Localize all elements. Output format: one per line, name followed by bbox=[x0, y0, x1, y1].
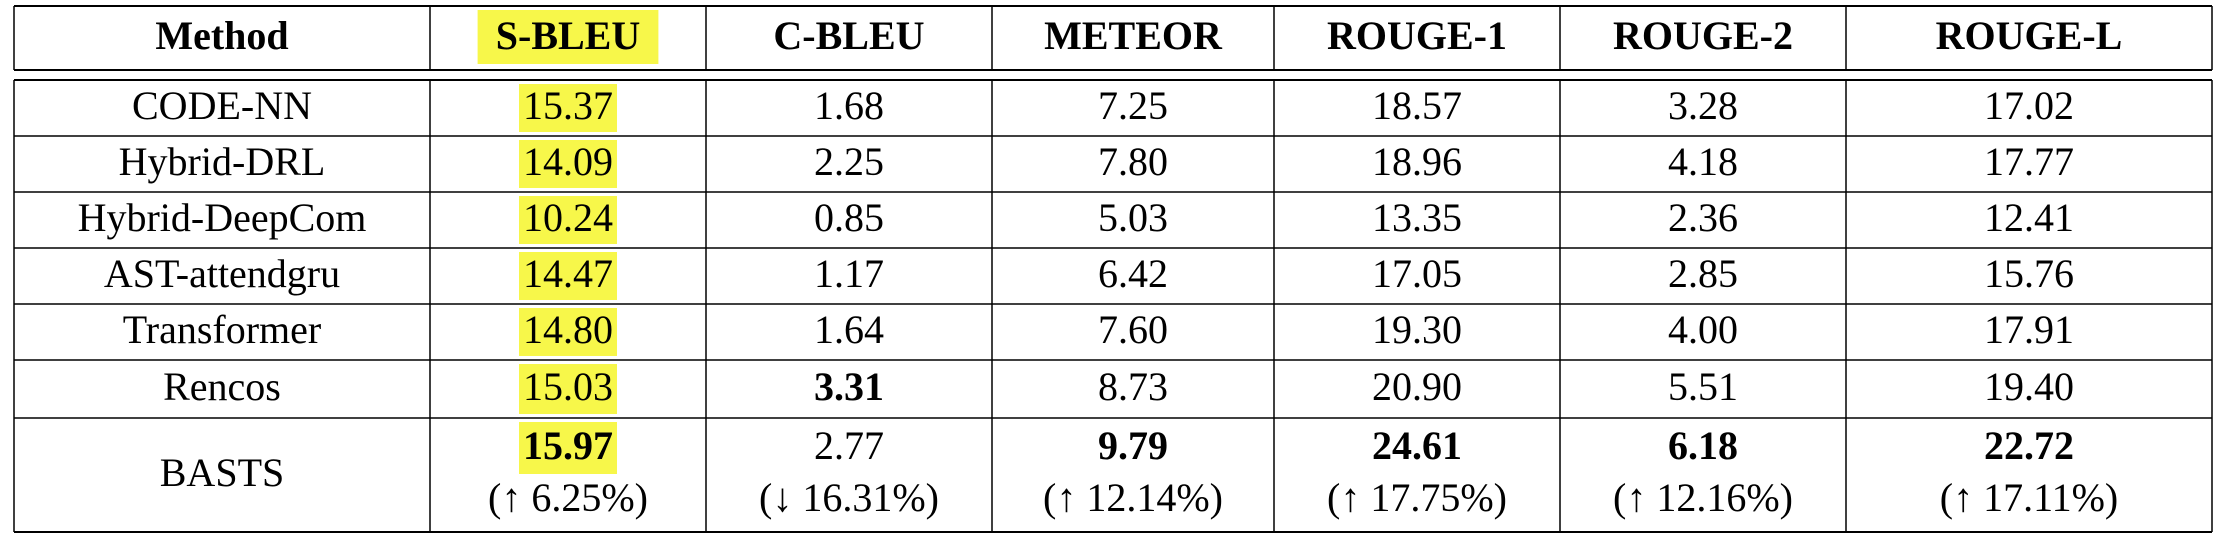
column-header: ROUGE-2 bbox=[1613, 13, 1793, 58]
value-cell: 17.05 bbox=[1372, 251, 1462, 296]
value-cell: 19.40 bbox=[1984, 364, 2074, 409]
highlight-header bbox=[477, 10, 659, 64]
method-cell: Hybrid-DeepCom bbox=[78, 195, 367, 240]
highlight-cell bbox=[519, 196, 617, 244]
value-cell: 15.03 bbox=[523, 364, 613, 409]
value-cell: 1.64 bbox=[814, 307, 884, 352]
value-cell: 7.80 bbox=[1098, 139, 1168, 184]
highlight-cell bbox=[519, 140, 617, 188]
column-header: Method bbox=[155, 13, 288, 58]
value-cell: 9.79 bbox=[1098, 423, 1168, 468]
value-cell: 18.96 bbox=[1372, 139, 1462, 184]
value-cell: 8.73 bbox=[1098, 364, 1168, 409]
change-cell: (↓ 16.31%) bbox=[759, 475, 939, 520]
method-cell: Hybrid-DRL bbox=[119, 139, 326, 184]
value-cell: 22.72 bbox=[1984, 423, 2074, 468]
method-cell: BASTS bbox=[160, 450, 285, 495]
value-cell: 15.97 bbox=[523, 423, 613, 468]
change-cell: (↑ 12.14%) bbox=[1043, 475, 1223, 520]
value-cell: 1.68 bbox=[814, 83, 884, 128]
value-cell: 1.17 bbox=[814, 251, 884, 296]
change-cell: (↑ 6.25%) bbox=[488, 475, 648, 520]
value-cell: 7.60 bbox=[1098, 307, 1168, 352]
value-cell: 5.51 bbox=[1668, 364, 1738, 409]
method-cell: CODE-NN bbox=[132, 83, 312, 128]
value-cell: 14.80 bbox=[523, 307, 613, 352]
column-header: C-BLEU bbox=[773, 13, 924, 58]
value-cell: 0.85 bbox=[814, 195, 884, 240]
change-cell: (↑ 17.11%) bbox=[1940, 475, 2118, 520]
change-cell: (↑ 12.16%) bbox=[1613, 475, 1793, 520]
value-cell: 19.30 bbox=[1372, 307, 1462, 352]
column-header: ROUGE-L bbox=[1936, 13, 2123, 58]
column-header: METEOR bbox=[1044, 13, 1223, 58]
value-cell: 15.37 bbox=[523, 83, 613, 128]
highlight-cell bbox=[519, 308, 617, 356]
value-cell: 24.61 bbox=[1372, 423, 1462, 468]
highlight-cell bbox=[519, 252, 617, 300]
value-cell: 2.77 bbox=[814, 423, 884, 468]
value-cell: 4.00 bbox=[1668, 307, 1738, 352]
value-cell: 2.36 bbox=[1668, 195, 1738, 240]
value-cell: 17.77 bbox=[1984, 139, 2074, 184]
change-cell: (↑ 17.75%) bbox=[1327, 475, 1507, 520]
highlight-cell bbox=[519, 84, 617, 132]
value-cell: 14.09 bbox=[523, 139, 613, 184]
value-cell: 10.24 bbox=[523, 195, 613, 240]
value-cell: 20.90 bbox=[1372, 364, 1462, 409]
column-header: S-BLEU bbox=[496, 13, 641, 58]
value-cell: 17.91 bbox=[1984, 307, 2074, 352]
value-cell: 6.42 bbox=[1098, 251, 1168, 296]
value-cell: 7.25 bbox=[1098, 83, 1168, 128]
value-cell: 12.41 bbox=[1984, 195, 2074, 240]
value-cell: 17.02 bbox=[1984, 83, 2074, 128]
value-cell: 13.35 bbox=[1372, 195, 1462, 240]
value-cell: 2.25 bbox=[814, 139, 884, 184]
highlight-cell bbox=[519, 364, 617, 414]
highlight-cell bbox=[519, 422, 617, 474]
value-cell: 6.18 bbox=[1668, 423, 1738, 468]
value-cell: 2.85 bbox=[1668, 251, 1738, 296]
value-cell: 14.47 bbox=[523, 251, 613, 296]
value-cell: 3.31 bbox=[814, 364, 884, 409]
value-cell: 18.57 bbox=[1372, 83, 1462, 128]
column-header: ROUGE-1 bbox=[1327, 13, 1507, 58]
value-cell: 15.76 bbox=[1984, 251, 2074, 296]
value-cell: 5.03 bbox=[1098, 195, 1168, 240]
method-cell: Transformer bbox=[123, 307, 322, 352]
method-cell: AST-attendgru bbox=[104, 251, 340, 296]
method-cell: Rencos bbox=[163, 364, 281, 409]
value-cell: 4.18 bbox=[1668, 139, 1738, 184]
value-cell: 3.28 bbox=[1668, 83, 1738, 128]
